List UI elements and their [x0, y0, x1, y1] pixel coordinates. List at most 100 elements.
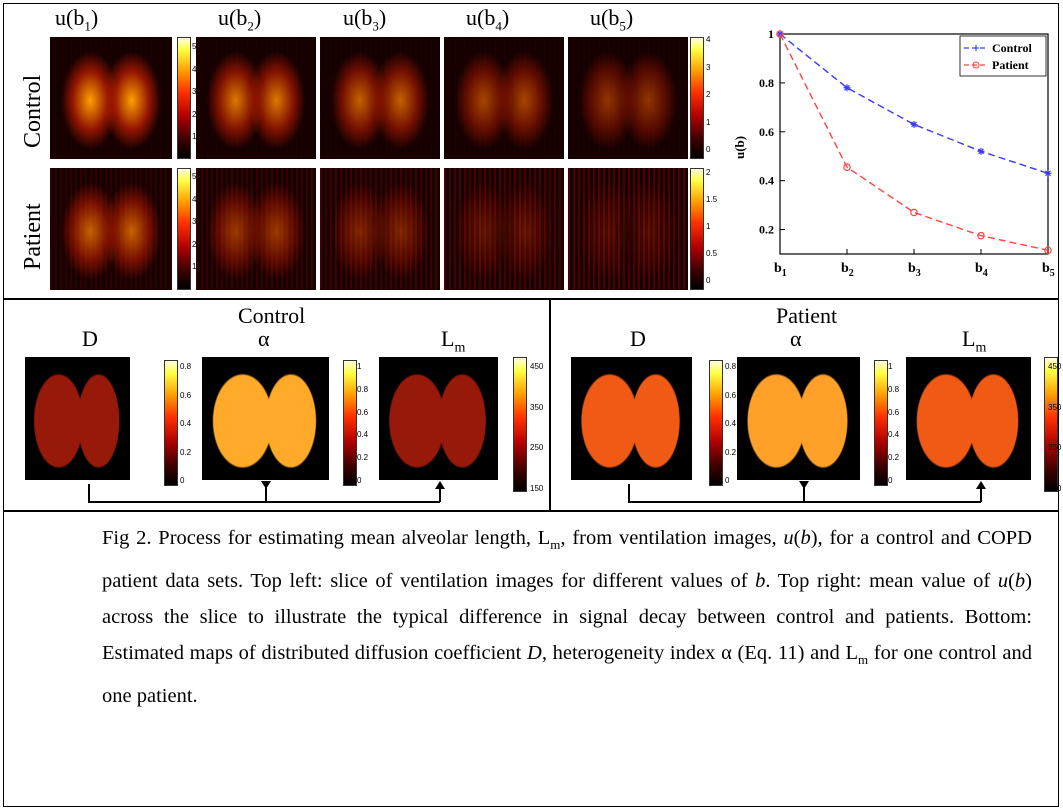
colorbar-tick: 250: [530, 443, 544, 453]
y-tick-label: 0.4: [759, 174, 774, 188]
control-ventilation-image-b4: [444, 37, 564, 159]
connector-control-alpha: [265, 484, 267, 502]
patient-ventilation-image-b3: [320, 168, 440, 290]
patient-ventilation-image-b4: [444, 168, 564, 290]
arrow-up-control-lm-icon: [435, 481, 445, 489]
patient-map-label-lm: Lm: [962, 326, 987, 356]
legend-label-patient: Patient: [992, 58, 1029, 72]
divider-top: [3, 298, 1059, 300]
decay-chart: 0.2 0.4 0.6 0.8 1 b1 b2 b3 b4 b5 u(b) Control Patien…: [732, 27, 1055, 279]
colorbar-tick: 0: [706, 145, 711, 154]
colorbar-tick: 2: [192, 109, 197, 119]
control-ventilation-image-b5: [568, 37, 688, 159]
legend-marker: [973, 45, 979, 51]
control-lm-colorbar: [513, 357, 527, 492]
colorbar-tick: 4: [192, 194, 197, 204]
legend-marker: [972, 61, 980, 69]
control-map-label-alpha: α: [258, 326, 270, 351]
data-point-control: [910, 120, 918, 128]
x-tick-label: b3: [908, 261, 921, 279]
bottom-control-title: Control: [238, 303, 306, 328]
bottom-patient-title: Patient: [776, 303, 838, 328]
colorbar-tick: 250: [1048, 443, 1062, 453]
data-point-patient: [977, 231, 985, 240]
colorbar-tick: 1.5: [706, 195, 718, 204]
data-point-patient: [776, 30, 784, 38]
y-tick-label: 0.2: [759, 223, 774, 237]
connector-patient-lm: [980, 488, 982, 502]
control-ventilation-image-b3: [320, 37, 440, 159]
series-line-patient: [779, 33, 1049, 252]
x-tick-label: b4: [975, 261, 988, 279]
patient-ventilation-image-b1: [50, 168, 172, 290]
colorbar-tick: 0.4: [180, 419, 192, 428]
colorbar-tick: 350: [530, 402, 544, 412]
arrow-up-patient-lm-icon: [976, 481, 986, 489]
colorbar-tick: 0.2: [888, 453, 900, 463]
colorbar-tick: 0.6: [725, 390, 737, 400]
colorbar-tick: 0.8: [888, 384, 900, 394]
colorbar-tick: 1: [192, 262, 197, 271]
colorbar-tick: 0.4: [357, 430, 369, 440]
legend-label-control: Control: [992, 41, 1032, 55]
row-label-control: Control: [20, 74, 46, 148]
colorbar-tick: 150: [530, 484, 544, 493]
colorbar-tick: 1: [706, 117, 711, 127]
colorbar-tick: 0.4: [888, 430, 900, 440]
figure-frame: [3, 3, 1059, 807]
patient-map-label-d: D: [630, 326, 646, 351]
colorbar-tick: 450: [1048, 362, 1062, 371]
colorbar-control-u5: [690, 37, 704, 159]
divider-bottom-center: [549, 298, 551, 510]
control-alpha-map: [202, 357, 329, 480]
colorbar-tick: 0.2: [180, 447, 192, 457]
divider-caption: [3, 510, 1059, 512]
colorbar-tick: 150: [1048, 484, 1062, 493]
colorbar-tick: 2: [192, 239, 197, 249]
patient-alpha-colorbar: [874, 360, 888, 486]
connector-patient-base: [628, 501, 981, 503]
data-point-control: [1044, 169, 1052, 177]
figure-caption: Fig 2. Process for estimating mean alveo…: [102, 527, 1032, 708]
colorbar-tick: 0.8: [725, 362, 737, 371]
connector-control-d: [88, 484, 90, 502]
y-tick-label: 0.6: [759, 125, 774, 139]
colorbar-tick: 0: [888, 476, 893, 485]
chart-legend: [959, 35, 1047, 77]
connector-patient-d: [628, 484, 630, 502]
colorbar-tick: 0.4: [725, 419, 737, 428]
y-tick-label: 1: [768, 27, 774, 41]
colorbar-tick: 2: [706, 168, 711, 177]
patient-lm-map: [906, 357, 1031, 480]
data-point-patient: [910, 208, 918, 217]
control-alpha-colorbar: [343, 360, 357, 486]
patient-alpha-map: [737, 357, 860, 480]
x-tick-label: b1: [774, 261, 787, 279]
column-label-u-b1: u(b1): [55, 5, 99, 34]
column-label-u-b3: u(b3): [343, 5, 387, 34]
data-point-patient: [843, 163, 851, 172]
colorbar-tick: 1: [357, 362, 362, 371]
colorbar-tick: 1: [192, 132, 197, 141]
colorbar-tick: 450: [530, 362, 544, 371]
connector-control-base: [88, 501, 440, 503]
colorbar-tick: 4: [706, 35, 711, 44]
control-ventilation-image-b1: [50, 37, 172, 159]
control-d-map: [25, 357, 130, 480]
patient-ventilation-image-b2: [196, 168, 316, 290]
colorbar-tick: 3: [192, 87, 197, 96]
x-tick-label: b2: [841, 261, 854, 279]
colorbar-tick: 5: [192, 172, 197, 181]
arrow-down-patient-alpha-icon: [799, 481, 809, 489]
colorbar-tick: 0.5: [706, 249, 718, 258]
colorbar-patient-u5: [690, 168, 704, 290]
series-line-control: [779, 33, 1049, 174]
y-tick-label: 0.8: [759, 76, 774, 90]
data-point-control: [977, 147, 985, 155]
colorbar-tick: 0.6: [180, 390, 192, 400]
colorbar-tick: 0: [706, 276, 711, 285]
colorbar-tick: 0.8: [357, 384, 369, 394]
colorbar-tick: 3: [192, 217, 197, 226]
patient-ventilation-image-b5: [568, 168, 688, 290]
colorbar-tick: 0.8: [180, 362, 192, 371]
